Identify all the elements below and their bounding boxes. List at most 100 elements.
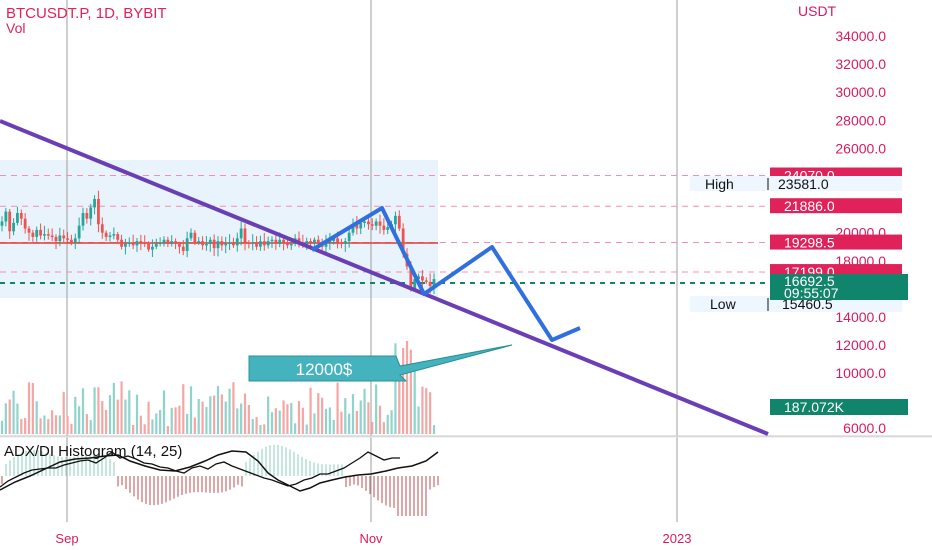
- y-tick-label: 14000.0: [835, 309, 886, 325]
- svg-text:09:55:07: 09:55:07: [784, 285, 839, 301]
- volume-bar: [54, 415, 58, 434]
- volume-bar: [313, 413, 316, 434]
- volume-bar: [321, 397, 324, 434]
- trendline[interactable]: [0, 119, 769, 436]
- volume-bar: [371, 422, 374, 434]
- candle-body: [228, 242, 231, 245]
- volume-bar: [8, 399, 11, 434]
- volume-bar: [186, 413, 189, 434]
- candle-body: [181, 246, 185, 251]
- candle-body: [93, 198, 96, 208]
- projection-path[interactable]: [310, 206, 581, 342]
- volume-bar: [93, 387, 96, 434]
- volume-bar: [351, 394, 355, 434]
- vertical-grid: [66, 0, 678, 522]
- candle-body: [359, 222, 363, 229]
- candle-body: [266, 241, 270, 246]
- volume-bar: [20, 418, 23, 434]
- candle-body: [112, 234, 116, 236]
- volume-bar: [170, 407, 173, 434]
- candle-body: [316, 239, 320, 244]
- candle-body: [247, 242, 251, 245]
- volume-bar: [155, 413, 158, 434]
- candle-body: [243, 228, 247, 243]
- candle-body: [305, 241, 309, 246]
- candle-body: [27, 228, 31, 233]
- volume-bar: [378, 405, 382, 434]
- candle-body: [232, 242, 235, 246]
- candle-body: [185, 238, 189, 251]
- y-axis[interactable]: 34000.032000.030000.028000.026000.024000…: [835, 28, 886, 436]
- candle-body: [66, 238, 69, 240]
- candle-body: [216, 241, 220, 249]
- candle-body: [251, 242, 255, 245]
- candle-body: [143, 242, 147, 245]
- candle-body: [336, 238, 339, 243]
- candle-body: [255, 242, 258, 247]
- volume-bar: [405, 340, 409, 434]
- candle-body: [374, 221, 378, 226]
- volume-bar: [85, 414, 88, 434]
- volume-bar: [240, 403, 243, 434]
- last-price-tag: 16692.5 09:55:07: [770, 273, 908, 301]
- candle-body: [340, 242, 343, 245]
- candle-body: [282, 239, 285, 243]
- candle-body: [104, 232, 108, 237]
- candle-body: [351, 224, 355, 233]
- volume-bar: [413, 369, 416, 434]
- candle-body: [158, 242, 162, 245]
- volume-bar: [209, 396, 212, 434]
- candle-body: [139, 241, 143, 243]
- volume-bar: [143, 424, 146, 434]
- candle-body: [43, 234, 46, 236]
- volume-bars: [0, 340, 436, 434]
- volume-bar: [70, 423, 73, 434]
- volume-bar: [24, 418, 27, 434]
- x-label-2023: 2023: [663, 531, 692, 546]
- volume-bar: [224, 401, 227, 434]
- candle-body: [120, 239, 123, 247]
- candle-body: [89, 207, 93, 219]
- candle-body: [135, 241, 139, 246]
- volume-bar: [120, 381, 123, 434]
- volume-bar: [47, 419, 50, 434]
- price-level-tag: [770, 234, 902, 250]
- candle-body: [259, 241, 262, 247]
- volume-bar: [43, 415, 46, 434]
- volume-bar: [324, 408, 328, 434]
- callout-text: 12000$: [296, 360, 353, 379]
- candle-body: [0, 221, 4, 226]
- indicator-label[interactable]: ADX/DI Histogram (14, 25): [4, 443, 182, 460]
- candle-body: [170, 241, 174, 244]
- candle-body: [151, 246, 154, 250]
- volume-bar: [263, 424, 266, 434]
- volume-bar: [105, 409, 108, 434]
- candle-body: [77, 225, 81, 239]
- candle-body: [46, 234, 50, 236]
- candle-body: [85, 213, 89, 219]
- candle-body: [397, 215, 401, 229]
- candle-body: [297, 238, 301, 243]
- volume-bar: [216, 386, 220, 434]
- candle-body: [332, 238, 336, 242]
- volume-bar: [139, 415, 142, 434]
- x-label-sep: Sep: [55, 531, 78, 546]
- candle-body: [278, 239, 282, 244]
- candle-body: [70, 239, 73, 243]
- y-tick-label: 32000.0: [835, 56, 886, 72]
- candle-body: [35, 229, 39, 237]
- volume-bar: [220, 394, 223, 434]
- candle-body: [413, 279, 417, 289]
- callout-box[interactable]: [248, 344, 513, 382]
- volume-bar: [197, 398, 200, 434]
- candle-body: [81, 213, 85, 226]
- candle-body: [23, 218, 27, 229]
- candle-body: [197, 241, 201, 243]
- volume-bar: [259, 425, 262, 434]
- candle-body: [19, 213, 23, 219]
- volume-bar: [267, 396, 270, 434]
- candle-body: [382, 225, 386, 230]
- volume-bar: [429, 392, 432, 434]
- candle-body: [16, 213, 19, 223]
